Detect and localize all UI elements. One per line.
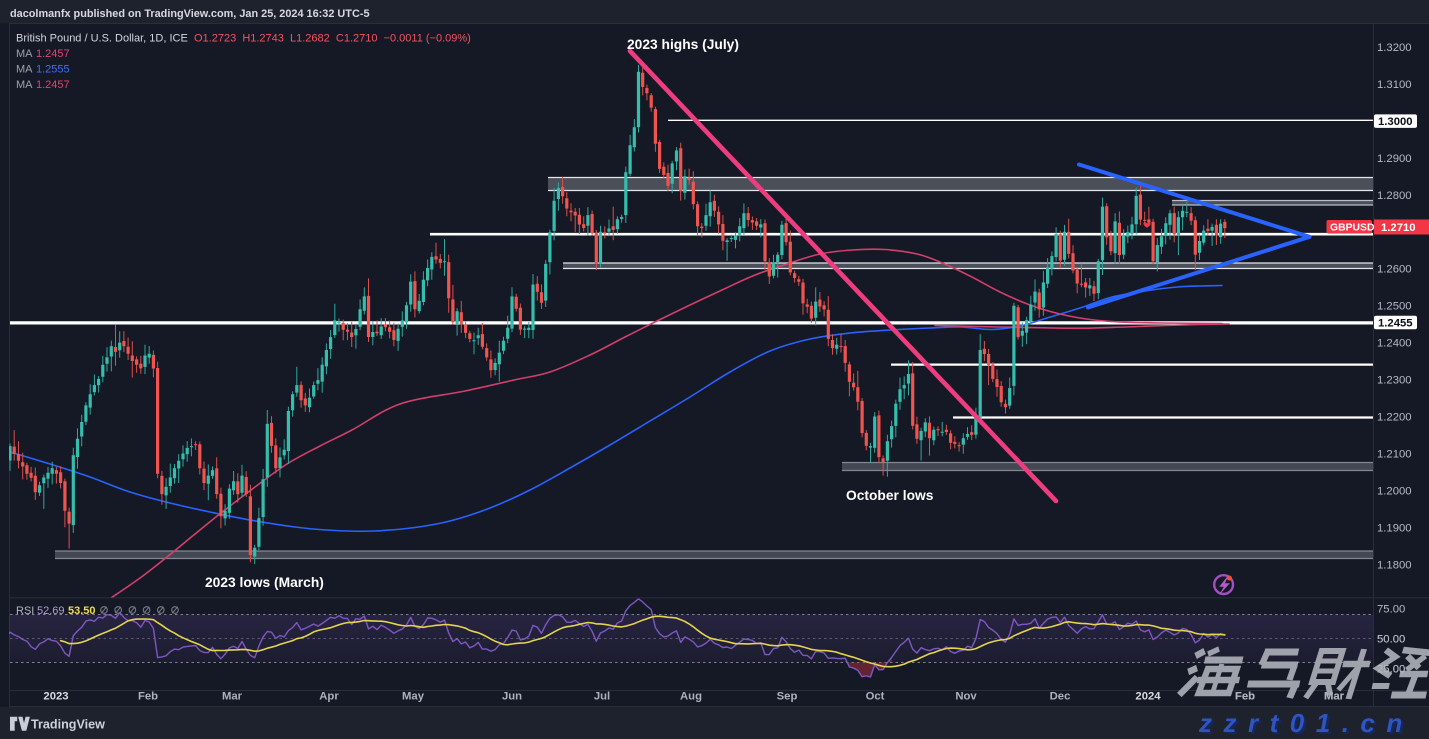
svg-text:1.2555: 1.2555: [36, 64, 70, 76]
svg-text:RSI: RSI: [16, 605, 34, 617]
svg-text:2023: 2023: [43, 691, 68, 703]
svg-text:2023 lows (March): 2023 lows (March): [205, 575, 324, 590]
svg-text:1.3200: 1.3200: [1377, 42, 1412, 54]
svg-text:GBPUSD: GBPUSD: [1330, 223, 1375, 234]
svg-text:zzrt01.cn: zzrt01.cn: [1201, 710, 1417, 739]
svg-text:Jul: Jul: [594, 691, 610, 703]
svg-text:TradingView: TradingView: [31, 718, 105, 732]
svg-text:1.2400: 1.2400: [1377, 338, 1412, 350]
svg-text:1.2200: 1.2200: [1377, 412, 1412, 424]
svg-text:50.00: 50.00: [1377, 634, 1405, 646]
svg-text:October lows: October lows: [846, 488, 934, 503]
svg-text:British Pound / U.S. Dollar, 1: British Pound / U.S. Dollar, 1D, ICE: [16, 33, 188, 45]
svg-text:1.2100: 1.2100: [1377, 449, 1412, 461]
svg-text:1.2300: 1.2300: [1377, 375, 1412, 387]
svg-text:Feb: Feb: [1235, 691, 1255, 703]
svg-text:Dec: Dec: [1050, 691, 1071, 703]
svg-text:Mar: Mar: [1324, 691, 1345, 703]
svg-text:MA: MA: [16, 48, 33, 60]
svg-text:Jun: Jun: [502, 691, 522, 703]
svg-text:52.69: 52.69: [37, 605, 65, 617]
svg-text:1.2710: 1.2710: [1381, 222, 1416, 234]
svg-text:2024: 2024: [1135, 691, 1161, 703]
svg-text:1.2900: 1.2900: [1377, 153, 1412, 165]
svg-text:1.1900: 1.1900: [1377, 522, 1412, 534]
svg-text:Oct: Oct: [866, 691, 885, 703]
svg-text:1.2455: 1.2455: [1378, 317, 1413, 329]
svg-text:MA: MA: [16, 79, 33, 91]
svg-text:Sep: Sep: [777, 691, 798, 703]
svg-text:1.2457: 1.2457: [36, 79, 70, 91]
svg-text:Feb: Feb: [1235, 691, 1255, 703]
svg-text:dacolmanfx published on Tradin: dacolmanfx published on TradingView.com,…: [10, 8, 370, 20]
svg-text:Aug: Aug: [680, 691, 702, 703]
svg-text:75.00: 75.00: [1377, 603, 1405, 615]
svg-text:Feb: Feb: [138, 691, 158, 703]
svg-text:MA: MA: [16, 64, 33, 76]
svg-text:1.2800: 1.2800: [1377, 190, 1412, 202]
svg-text:Apr: Apr: [319, 691, 339, 703]
svg-text:Nov: Nov: [955, 691, 977, 703]
svg-text:May: May: [402, 691, 425, 703]
svg-text:1.2500: 1.2500: [1377, 301, 1412, 313]
svg-text:zzrt01.cn: zzrt01.cn: [1198, 708, 1414, 738]
svg-text:O1.2723 H1.2743 L1.2682 C1.: O1.2723 H1.2743 L1.2682 C1.2710 −0.0011 …: [194, 33, 471, 45]
svg-text:25.00: 25.00: [1377, 664, 1405, 676]
svg-text:1.2457: 1.2457: [36, 48, 70, 60]
svg-text:1.2600: 1.2600: [1377, 264, 1412, 276]
svg-text:Mar: Mar: [222, 691, 243, 703]
svg-text:1.2000: 1.2000: [1377, 485, 1412, 497]
svg-text:50.00: 50.00: [1377, 634, 1405, 646]
svg-text:53.50: 53.50: [68, 605, 96, 617]
svg-text:2023 highs (July): 2023 highs (July): [627, 37, 739, 52]
svg-text:1.3000: 1.3000: [1378, 116, 1413, 128]
svg-text:1.3100: 1.3100: [1377, 79, 1412, 91]
svg-text:1.1800: 1.1800: [1377, 559, 1412, 571]
